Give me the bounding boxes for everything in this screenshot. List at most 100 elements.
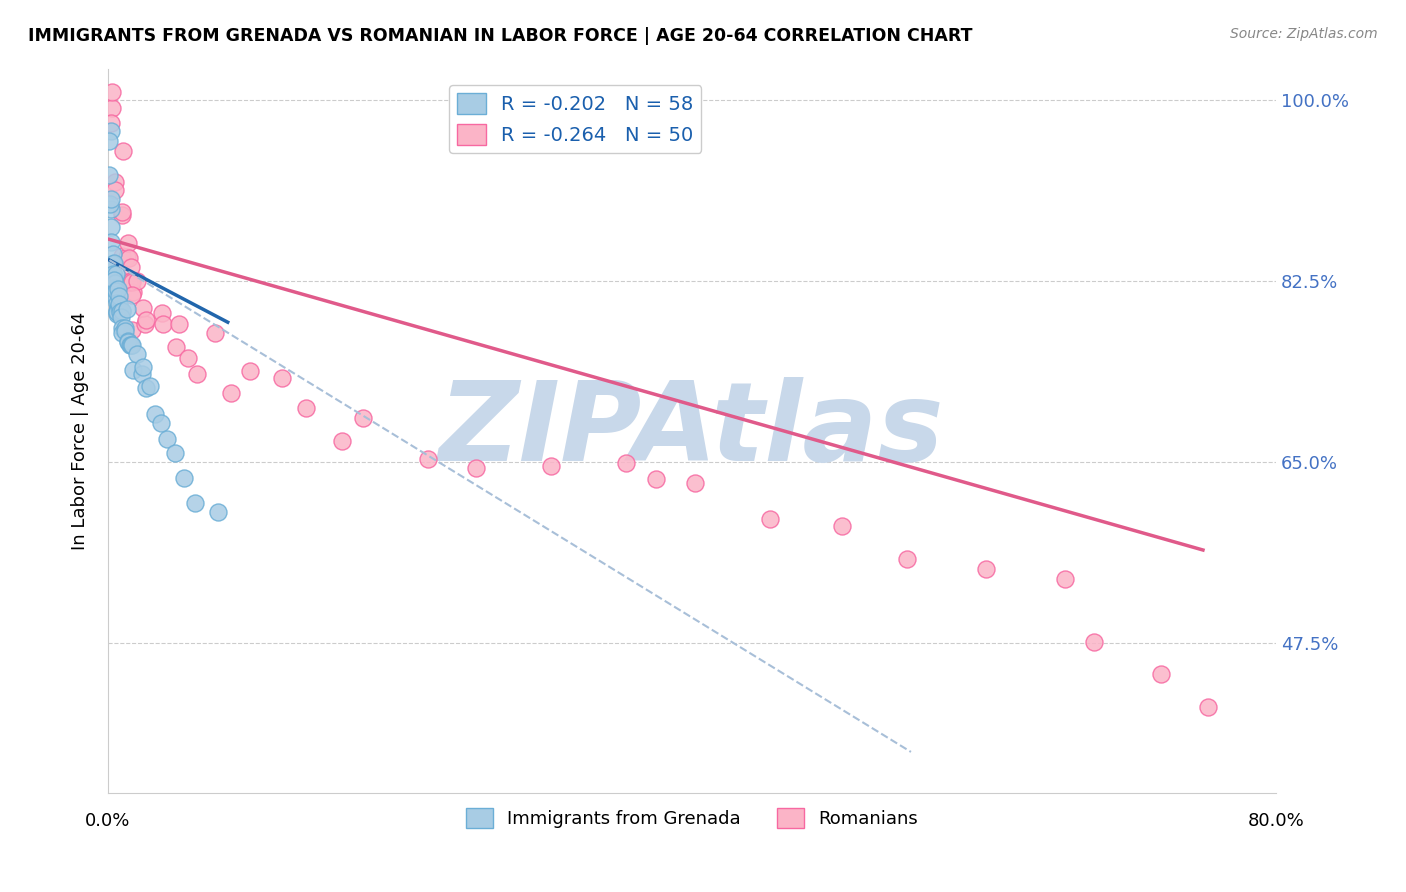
Point: [103, 256, 125, 270]
Point: [135, 381, 157, 395]
Point: [330, 434, 353, 449]
Point: [100, 235, 122, 249]
Point: [117, 275, 139, 289]
Point: [125, 274, 148, 288]
Point: [143, 407, 166, 421]
Point: [127, 347, 149, 361]
Point: [105, 307, 128, 321]
Point: [685, 475, 707, 490]
Point: [155, 432, 177, 446]
Point: [100, 220, 122, 235]
Point: [134, 317, 156, 331]
Point: [100, 202, 122, 216]
Point: [111, 208, 134, 222]
Text: 0.0%: 0.0%: [86, 812, 131, 830]
Point: [165, 340, 187, 354]
Point: [150, 306, 173, 320]
Point: [101, 86, 124, 100]
Point: [165, 446, 187, 460]
Point: [121, 323, 143, 337]
Point: [111, 326, 134, 340]
Text: Source: ZipAtlas.com: Source: ZipAtlas.com: [1230, 27, 1378, 41]
Point: [108, 305, 131, 319]
Point: [98, 197, 121, 211]
Point: [114, 321, 136, 335]
Point: [107, 282, 129, 296]
Point: [111, 321, 134, 335]
Point: [1083, 634, 1105, 648]
Point: [104, 277, 127, 291]
Y-axis label: In Labor Force | Age 20-64: In Labor Force | Age 20-64: [72, 312, 89, 550]
Point: [117, 334, 139, 349]
Legend: Immigrants from Grenada, Romanians: Immigrants from Grenada, Romanians: [458, 801, 925, 835]
Point: [104, 175, 127, 189]
Point: [110, 310, 132, 325]
Point: [121, 285, 143, 299]
Point: [120, 338, 142, 352]
Point: [352, 411, 374, 425]
Point: [120, 274, 142, 288]
Point: [101, 268, 124, 282]
Point: [111, 304, 134, 318]
Point: [896, 552, 918, 566]
Point: [177, 351, 200, 365]
Point: [1197, 700, 1219, 714]
Point: [759, 512, 782, 526]
Point: [149, 416, 172, 430]
Point: [219, 385, 242, 400]
Point: [103, 271, 125, 285]
Point: [98, 168, 121, 182]
Point: [616, 456, 638, 470]
Point: [105, 304, 128, 318]
Point: [135, 313, 157, 327]
Point: [111, 205, 134, 219]
Point: [117, 250, 139, 264]
Point: [465, 461, 488, 475]
Point: [645, 472, 668, 486]
Text: 80.0%: 80.0%: [1247, 812, 1305, 830]
Text: ZIPAtlas: ZIPAtlas: [439, 377, 945, 484]
Point: [108, 289, 131, 303]
Point: [101, 101, 124, 115]
Point: [105, 284, 128, 298]
Point: [121, 275, 143, 289]
Point: [540, 459, 562, 474]
Point: [110, 302, 132, 317]
Point: [110, 304, 132, 318]
Point: [120, 338, 142, 352]
Point: [105, 296, 128, 310]
Point: [100, 193, 122, 207]
Point: [117, 235, 139, 250]
Point: [100, 124, 122, 138]
Point: [1150, 666, 1173, 681]
Point: [294, 401, 316, 416]
Point: [121, 338, 143, 352]
Point: [121, 288, 143, 302]
Point: [186, 367, 208, 381]
Point: [105, 304, 128, 318]
Point: [132, 360, 155, 375]
Point: [239, 364, 262, 378]
Point: [831, 519, 853, 533]
Point: [105, 291, 128, 305]
Point: [108, 297, 131, 311]
Point: [120, 260, 142, 275]
Point: [132, 301, 155, 315]
Point: [207, 505, 229, 519]
Point: [183, 496, 205, 510]
Point: [122, 363, 145, 377]
Point: [139, 378, 162, 392]
Point: [98, 135, 121, 149]
Point: [117, 252, 139, 266]
Point: [111, 249, 134, 263]
Point: [418, 452, 440, 467]
Point: [103, 273, 125, 287]
Point: [1054, 572, 1077, 586]
Point: [117, 334, 139, 348]
Point: [101, 260, 124, 275]
Point: [111, 144, 134, 158]
Point: [974, 562, 997, 576]
Point: [100, 116, 122, 130]
Point: [167, 318, 190, 332]
Point: [131, 367, 153, 381]
